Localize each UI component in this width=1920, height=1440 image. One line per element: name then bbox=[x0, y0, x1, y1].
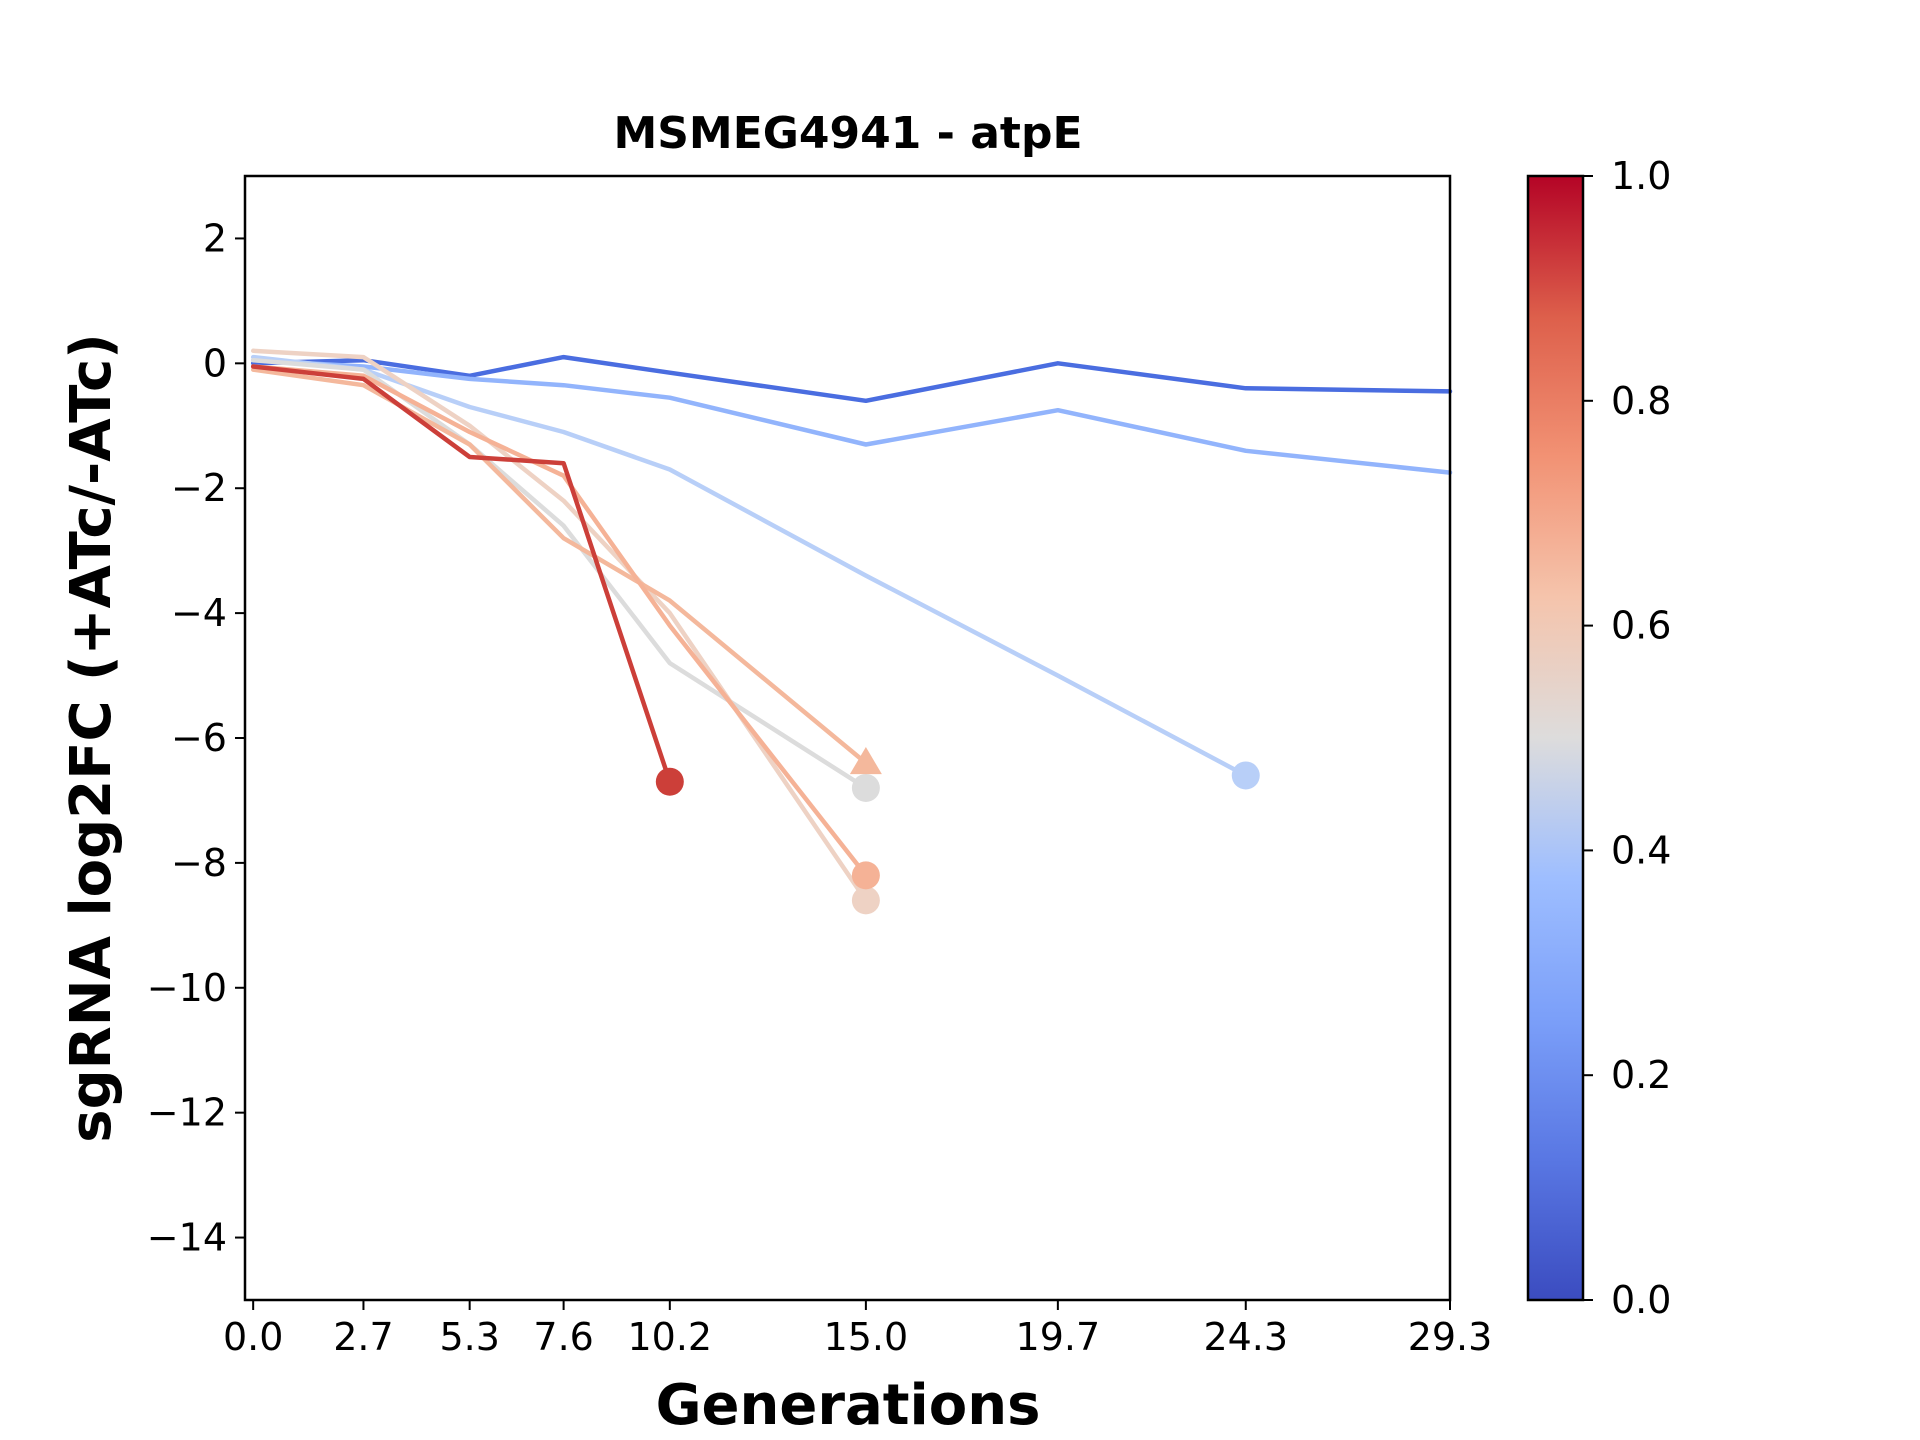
series-end-marker-5 bbox=[849, 746, 882, 775]
colorbar-tick-label: 0.4 bbox=[1611, 828, 1671, 872]
x-tick-label: 10.2 bbox=[628, 1315, 713, 1359]
series-line-6 bbox=[250, 364, 869, 878]
x-tick-label: 24.3 bbox=[1203, 1315, 1288, 1359]
colorbar-tick-label: 0.6 bbox=[1611, 604, 1671, 648]
series-line-5 bbox=[250, 367, 869, 766]
y-tick-label: −8 bbox=[171, 841, 227, 885]
y-tick-label: −10 bbox=[147, 966, 227, 1010]
x-tick-label: 19.7 bbox=[1016, 1315, 1101, 1359]
plot-frame bbox=[243, 174, 1452, 1302]
colorbar-tick-label: 0.8 bbox=[1611, 379, 1671, 423]
y-tick-label: −12 bbox=[147, 1091, 227, 1135]
series-line-2 bbox=[250, 354, 1249, 778]
series-end-marker-7 bbox=[655, 767, 684, 796]
series-line-4 bbox=[250, 348, 869, 903]
y-tick-label: 2 bbox=[203, 216, 227, 260]
x-axis-title: Generations bbox=[656, 1373, 1041, 1438]
series-line-7 bbox=[250, 364, 673, 784]
x-tick-label: 15.0 bbox=[824, 1315, 909, 1359]
series-line-0 bbox=[250, 354, 1453, 404]
x-tick-label: 29.3 bbox=[1408, 1315, 1493, 1359]
y-tick-label: 0 bbox=[203, 341, 227, 385]
x-tick-label: 0.0 bbox=[223, 1315, 283, 1359]
y-tick-label: −2 bbox=[171, 466, 227, 510]
series-line-1 bbox=[250, 357, 1453, 475]
x-tick-label: 5.3 bbox=[439, 1315, 499, 1359]
y-tick-label: −14 bbox=[147, 1216, 227, 1260]
x-tick-label: 2.7 bbox=[333, 1315, 393, 1359]
y-tick-label: −6 bbox=[171, 716, 227, 760]
y-axis-title: sgRNA log2FC (+ATc/-ATc) bbox=[59, 333, 124, 1143]
chart-title: MSMEG4941 - atpE bbox=[613, 108, 1082, 159]
colorbar-tick-label: 0.2 bbox=[1611, 1053, 1671, 1097]
colorbar-tick-label: 0.0 bbox=[1611, 1278, 1671, 1322]
plot-area bbox=[250, 348, 1453, 915]
y-tick-label: −4 bbox=[171, 591, 227, 635]
series-end-marker-6 bbox=[851, 861, 880, 890]
colorbar-tick-label: 1.0 bbox=[1611, 154, 1671, 198]
series-line-3 bbox=[250, 357, 869, 791]
colorbar-gradient bbox=[1526, 174, 1585, 1302]
series-end-marker-4 bbox=[851, 886, 880, 915]
series-end-marker-3 bbox=[851, 773, 880, 802]
colorbar: 0.0 0.2 0.4 0.6 0.8 1.0 bbox=[1526, 154, 1671, 1322]
x-tick-label: 7.6 bbox=[533, 1315, 593, 1359]
series-end-marker-2 bbox=[1231, 761, 1260, 790]
